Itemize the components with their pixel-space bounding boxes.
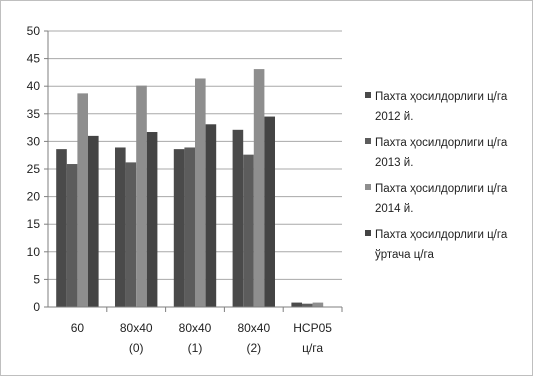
bar	[312, 302, 324, 307]
x-tick-label: 80x40	[120, 321, 153, 335]
y-tick-label: 45	[27, 52, 41, 66]
bar	[184, 147, 195, 307]
bar	[146, 132, 158, 307]
bar	[136, 85, 147, 307]
bar	[302, 303, 313, 307]
y-tick-label: 35	[27, 107, 41, 121]
legend-label: ўртача ц/га	[375, 249, 434, 261]
bar	[173, 149, 185, 307]
legend-swatch	[365, 230, 371, 236]
y-tick-label: 25	[27, 162, 41, 176]
bar	[243, 154, 254, 307]
y-axis: 0 5 10 15 20 25 30 35 40 45 50	[27, 24, 49, 314]
y-tick-label: 50	[27, 24, 41, 38]
x-tick-label: ц/га	[302, 341, 323, 355]
legend-label: Пахта ҳосилдорлиги ц/га	[375, 183, 508, 195]
bar	[253, 69, 265, 307]
x-tick-label: (0)	[129, 341, 144, 355]
x-tick-label: HCP05	[293, 321, 332, 335]
y-tick-label: 30	[27, 134, 41, 148]
legend-label: 2013 й.	[375, 157, 413, 169]
y-tick-label: 20	[27, 190, 41, 204]
x-tick-label: (2)	[246, 341, 261, 355]
y-tick-label: 0	[33, 300, 40, 314]
legend-label: Пахта ҳосилдорлиги ц/га	[375, 229, 508, 241]
bar	[125, 162, 137, 307]
x-tick-label: 60	[71, 321, 85, 335]
bar	[291, 302, 302, 307]
legend-swatch	[365, 138, 371, 144]
bar	[88, 135, 99, 307]
x-tick-label: 80x40	[237, 321, 270, 335]
bars	[56, 69, 324, 308]
legend-swatch	[365, 184, 371, 190]
legend-label: 2012 й.	[375, 111, 413, 123]
bar	[205, 124, 217, 308]
legend-swatch	[365, 92, 371, 98]
bar	[66, 164, 78, 307]
y-tick-label: 40	[27, 79, 41, 93]
bar	[232, 129, 244, 307]
x-tick-label: (1)	[188, 341, 203, 355]
x-tick-label: 80x40	[179, 321, 212, 335]
y-tick-label: 15	[27, 217, 41, 231]
legend-label: Пахта ҳосилдорлиги ц/га	[375, 137, 508, 149]
y-tick-label: 10	[27, 245, 41, 259]
x-axis: 60 80x40 (0) 80x40 (1) 80x40 (2) HCP05 ц/га	[48, 306, 343, 355]
bar	[56, 149, 67, 307]
y-tick-label: 5	[33, 272, 40, 286]
bar	[264, 116, 275, 307]
bar	[195, 78, 206, 307]
legend-label: Пахта ҳосилдорлиги ц/га	[375, 91, 508, 103]
bar	[115, 147, 126, 307]
legend: Пахта ҳосилдорлиги ц/га 2012 й. Пахта ҳоси…	[365, 91, 508, 261]
legend-label: 2014 й.	[375, 203, 413, 215]
bar	[77, 93, 88, 307]
